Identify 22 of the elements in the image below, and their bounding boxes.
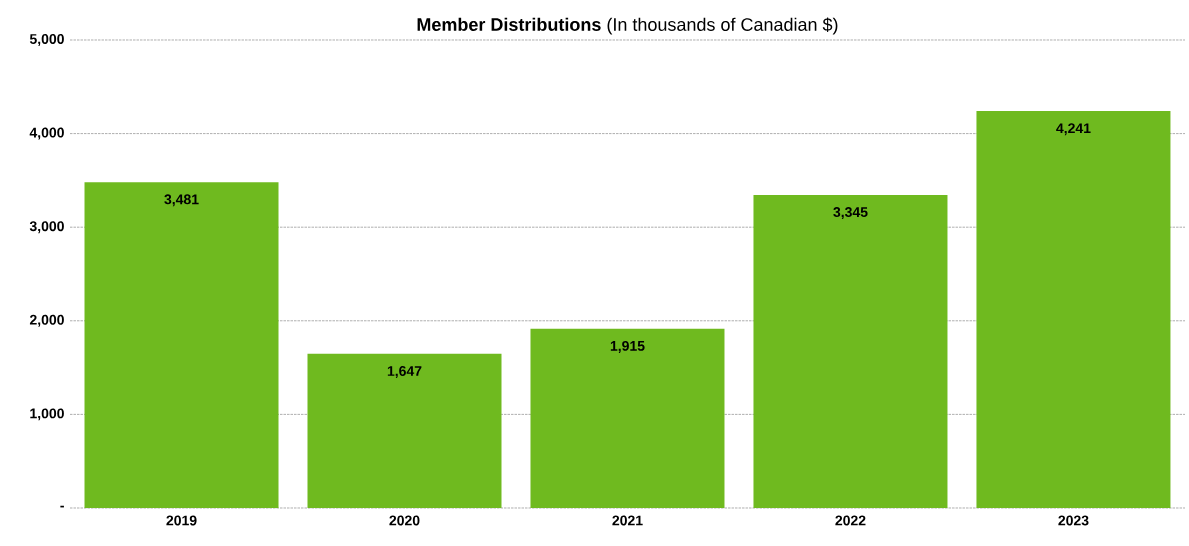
data-label: 1,647 [387,366,422,378]
x-tick-label: 2019 [166,515,197,526]
data-label: 3,345 [833,207,868,220]
y-tick-label: 3,000 [29,221,64,234]
x-tick-label: 2020 [389,515,420,526]
x-tick-label: 2023 [1058,515,1089,526]
bar [753,194,948,508]
x-tick-label: 2022 [835,515,866,526]
bar [84,182,279,508]
bar [976,111,1171,508]
data-label: 1,915 [610,340,645,353]
y-tick-label: 4,000 [29,127,64,140]
y-tick-label: 1,000 [30,408,64,421]
x-tick-label: 2021 [612,515,643,526]
y-tick-label: 2,000 [29,314,64,327]
chart-title: Member Distributions (In thousands of Canadian $) [417,17,838,35]
bar [530,328,725,508]
bar [307,353,502,508]
y-tick-label: 5,000 [29,34,64,46]
y-tick-label: - [60,505,64,508]
data-label: 4,241 [1056,123,1091,136]
data-label: 3,481 [164,194,199,207]
